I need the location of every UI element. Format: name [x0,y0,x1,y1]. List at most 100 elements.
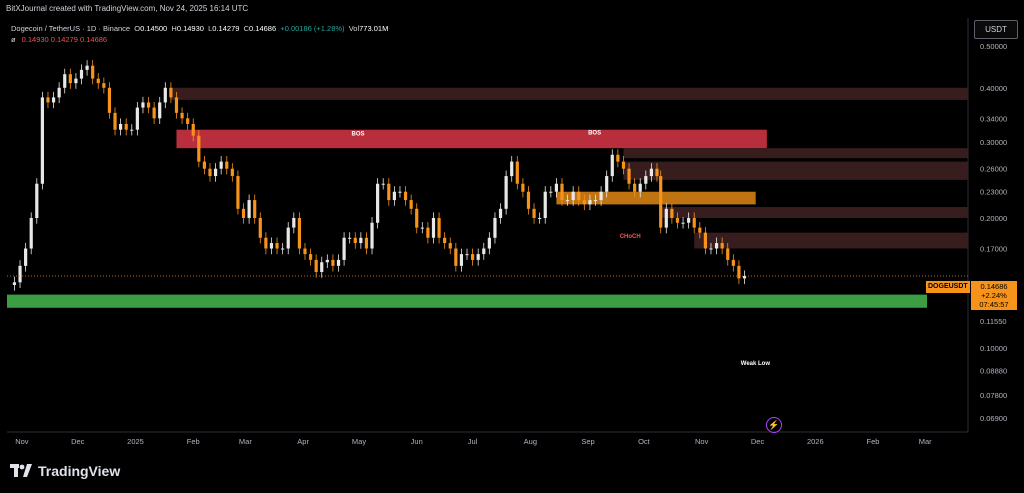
high-label: H [171,24,177,33]
candle-body [498,208,503,218]
demand-zone-orange [556,191,756,205]
pair-name[interactable]: Dogecoin / TetherUS · 1D · Binance [11,24,131,33]
tradingview-logo[interactable]: TradingView [10,463,120,479]
candle-body [264,237,268,249]
candle-body [571,191,575,201]
price-tick-label: 0.06900 [980,414,1007,423]
ma-legend: ø 0.14930 0.14279 0.14686 [11,35,107,44]
annotation-label: Weak Low [741,361,771,367]
high-value: 0.14930 [176,24,204,33]
supply-zone-dark-2 [623,161,968,180]
bar-countdown: 07:45:57 [979,300,1009,309]
currency-button[interactable]: USDT [974,20,1018,39]
candle-body [219,161,223,169]
flash-icon[interactable]: ⚡ [766,417,782,433]
annotation-label: CHoCH [620,234,641,240]
demand-zone-green [7,294,928,308]
candle-body [331,259,335,266]
candle-body [74,78,78,84]
candle-body [325,259,329,263]
candle-body [124,123,128,130]
candle-body [655,168,659,177]
candle-body [454,248,458,266]
candle-body [431,217,436,238]
candle-body [409,200,413,209]
time-tick-label: Oct [638,437,651,446]
candle-body [152,107,156,119]
candle-body [253,200,257,218]
candle-body [29,217,33,249]
candle-body [465,254,469,256]
candle-body [675,217,680,223]
candle-body [605,176,609,192]
candle-body [174,97,179,113]
candle-body [720,243,724,249]
candle-body [726,248,730,260]
candle-body [681,222,685,224]
candle-body [387,183,391,201]
candle-body [459,254,464,266]
time-tick-label: Mar [239,437,252,446]
candle-body [538,217,542,219]
candle-body [714,243,719,249]
candle-body [57,87,61,98]
candle-body [281,248,285,250]
candle-body [258,217,262,238]
attribution-text: BitXJournal created with TradingView.com… [6,4,249,13]
price-tick-label: 0.07800 [980,391,1007,400]
candle-body [515,161,519,184]
candle-body [638,183,642,192]
candle-body [186,118,190,124]
candle-body [510,161,514,177]
open-label: O [134,24,141,33]
time-tick-label: Jun [411,437,423,446]
time-tick-label: May [352,437,366,446]
candle-body [398,191,402,193]
candle-body [51,97,56,103]
candle-body [709,248,713,250]
price-tick-label: 0.34000 [980,114,1007,123]
candle-body [191,123,195,136]
candle-body [698,227,702,233]
candle-body [549,191,553,193]
candle-body [348,237,352,239]
price-tick-label: 0.26000 [980,165,1007,174]
annotation-label: BOS [352,132,365,138]
low-value: 0.14279 [212,24,240,33]
candle-body [593,200,598,202]
candle-body [476,254,480,260]
time-tick-label: Sep [581,437,594,446]
candle-body [163,87,167,103]
candle-body [687,217,691,223]
candle-body [532,208,536,218]
annotation-label: BOS [588,130,601,136]
candle-body [610,154,614,177]
candle-body [158,102,162,119]
ma-symbol[interactable]: ø [11,35,16,44]
supply-zone-dark-4 [694,232,968,249]
brand-name: TradingView [38,463,121,479]
candle-body [79,69,84,79]
candle-body [314,259,318,273]
candle-body [146,102,151,108]
price-tick-label: 0.40000 [980,84,1007,93]
candle-body [180,112,184,119]
vol-label: Vol [348,24,360,33]
candle-body [96,78,100,84]
candle-body [471,254,475,260]
time-tick-label: Dec [71,437,85,446]
candle-body [415,208,419,228]
candle-body [659,176,663,228]
open-value: 0.14500 [140,24,168,33]
candle-body [403,191,408,201]
candle-body [68,74,72,84]
candle-body [420,227,424,229]
candle-body [241,208,246,218]
candle-body [119,123,123,130]
last-change: +2.24% [981,291,1007,300]
candle-body [493,217,497,238]
candle-body [649,168,653,177]
time-tick-label: Dec [751,437,765,446]
price-tick-label: 0.23000 [980,188,1007,197]
